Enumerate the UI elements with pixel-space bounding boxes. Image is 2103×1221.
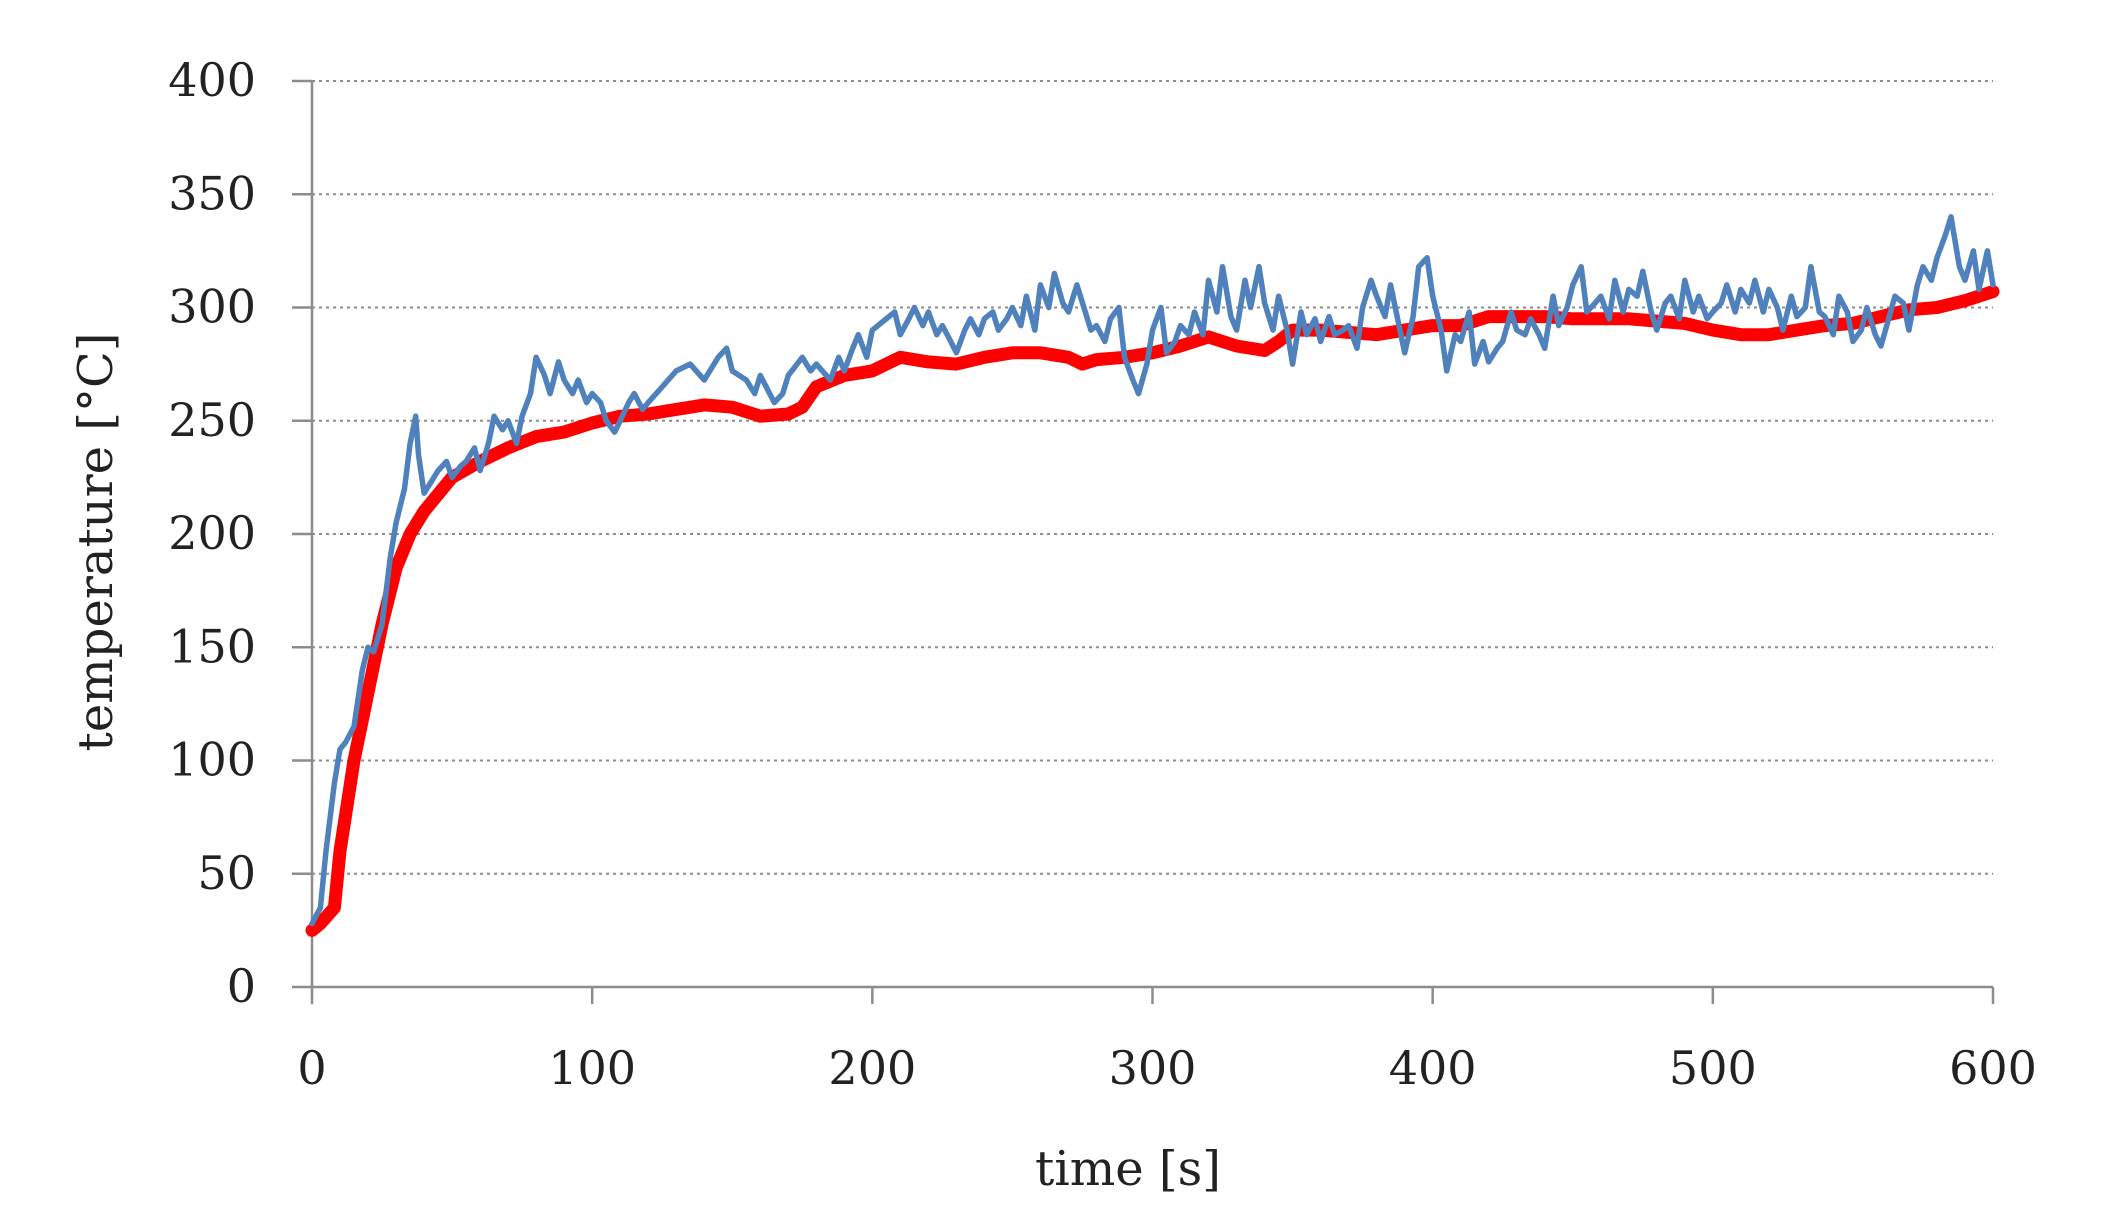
- x-tick-label-400: 400: [1389, 1041, 1477, 1095]
- y-tick-label-350: 350: [168, 166, 256, 220]
- series-layer: [305, 214, 2000, 937]
- x-tick-label-100: 100: [548, 1041, 636, 1095]
- y-tick-label-300: 300: [168, 280, 256, 334]
- grid-layer: [312, 80, 1993, 875]
- y-tick-label-100: 100: [168, 733, 256, 787]
- y-tick-label-150: 150: [168, 619, 256, 673]
- series-line-red: [305, 285, 2000, 937]
- x-tick-label-200: 200: [828, 1041, 916, 1095]
- labels-layer: 0 50 100 150 200 250 300 350 400 0 100 200 300 400 500…: [168, 53, 2037, 1095]
- y-tick-label-200: 200: [168, 506, 256, 560]
- series-line-blue: [309, 214, 1996, 927]
- x-axis-title: time [s]: [1035, 1141, 1221, 1197]
- y-tick-label-400: 400: [168, 53, 256, 107]
- y-tick-label-0: 0: [227, 959, 256, 1013]
- axes-layer: [292, 79, 1995, 1004]
- x-tick-label-0: 0: [297, 1041, 326, 1095]
- x-tick-label-600: 600: [1949, 1041, 2037, 1095]
- y-tick-label-50: 50: [197, 846, 256, 900]
- y-tick-label-250: 250: [168, 393, 256, 447]
- x-tick-label-500: 500: [1669, 1041, 1757, 1095]
- x-tick-label-300: 300: [1109, 1041, 1197, 1095]
- y-axis-title: temperature [°C]: [68, 333, 124, 752]
